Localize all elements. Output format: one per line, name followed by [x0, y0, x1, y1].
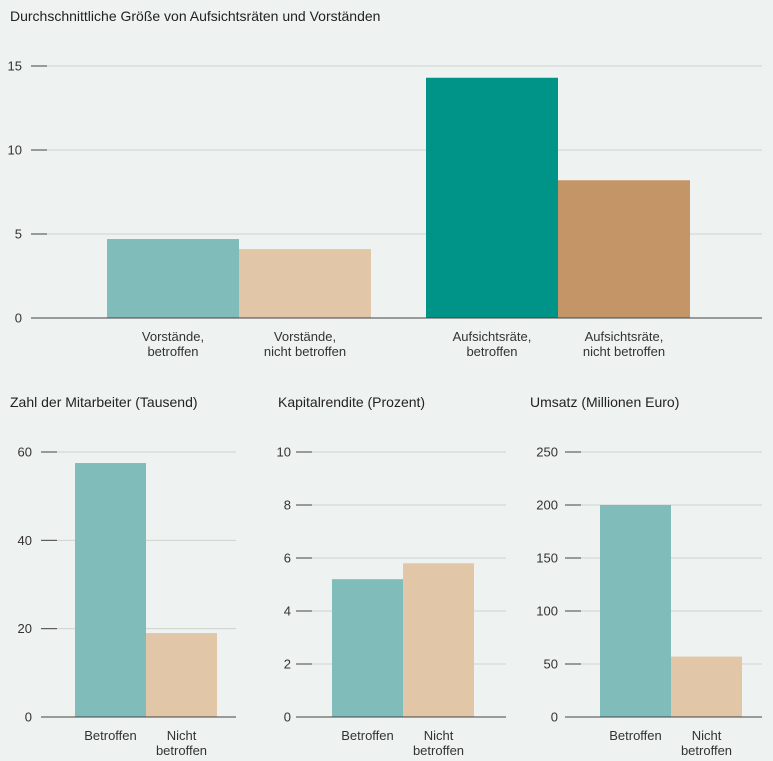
y-tick-label: 0 — [284, 710, 291, 725]
chart-title-0: Durchschnittliche Größe von Aufsichtsrät… — [10, 8, 380, 24]
bar-3-0 — [600, 505, 671, 717]
bar-0-3 — [558, 180, 690, 318]
y-tick-label: 200 — [536, 498, 558, 513]
y-tick-label: 6 — [284, 551, 291, 566]
bar-1-0 — [75, 463, 146, 717]
category-label: Nicht betroffen — [156, 728, 207, 758]
y-tick-label: 20 — [18, 621, 32, 636]
y-tick-label: 40 — [18, 533, 32, 548]
category-label: Aufsichtsräte, betroffen — [453, 329, 532, 359]
bar-2-0 — [332, 579, 403, 717]
bar-0-0 — [107, 239, 239, 318]
bar-0-1 — [239, 249, 371, 318]
bar-2-1 — [403, 563, 474, 717]
y-tick-label: 15 — [8, 59, 22, 74]
y-tick-label: 60 — [18, 445, 32, 460]
y-tick-label: 2 — [284, 657, 291, 672]
chart-title-1: Zahl der Mitarbeiter (Tausend) — [10, 394, 198, 410]
y-tick-label: 10 — [8, 143, 22, 158]
category-label: Nicht betroffen — [681, 728, 732, 758]
bar-0-2 — [426, 77, 558, 318]
y-tick-label: 10 — [277, 445, 291, 460]
y-tick-label: 250 — [536, 445, 558, 460]
y-tick-label: 0 — [25, 710, 32, 725]
y-tick-label: 4 — [284, 604, 291, 619]
chart-title-3: Umsatz (Millionen Euro) — [530, 394, 679, 410]
bar-1-1 — [146, 633, 217, 717]
y-tick-label: 8 — [284, 498, 291, 513]
y-tick-label: 0 — [15, 311, 22, 326]
category-label: Betroffen — [341, 728, 394, 743]
category-label: Betroffen — [609, 728, 662, 743]
y-tick-label: 150 — [536, 551, 558, 566]
category-label: Vorstände, nicht betroffen — [264, 329, 346, 359]
y-tick-label: 5 — [15, 227, 22, 242]
chart-title-2: Kapitalrendite (Prozent) — [278, 394, 425, 410]
category-label: Betroffen — [84, 728, 137, 743]
category-label: Aufsichtsräte, nicht betroffen — [583, 329, 665, 359]
y-tick-label: 50 — [544, 657, 558, 672]
bar-3-1 — [671, 656, 742, 717]
y-tick-label: 0 — [551, 710, 558, 725]
category-label: Nicht betroffen — [413, 728, 464, 758]
y-tick-label: 100 — [536, 604, 558, 619]
category-label: Vorstände, betroffen — [142, 329, 204, 359]
